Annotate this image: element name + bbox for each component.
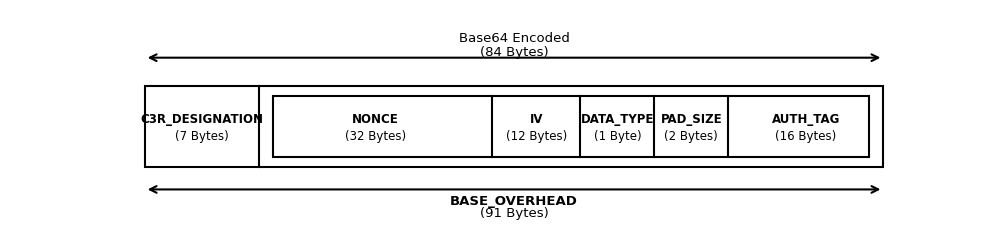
Text: IV: IV: [529, 113, 542, 126]
Text: (32 Bytes): (32 Bytes): [345, 130, 406, 143]
Text: Base64 Encoded: Base64 Encoded: [458, 32, 569, 45]
Bar: [144, 86, 883, 167]
Text: (16 Bytes): (16 Bytes): [775, 130, 836, 143]
Text: (84 Bytes): (84 Bytes): [479, 46, 548, 59]
Text: PAD_SIZE: PAD_SIZE: [659, 113, 721, 126]
Text: (1 Byte): (1 Byte): [593, 130, 640, 143]
Text: (7 Bytes): (7 Bytes): [175, 130, 228, 143]
Text: NONCE: NONCE: [352, 113, 399, 126]
Text: (2 Bytes): (2 Bytes): [663, 130, 717, 143]
Text: (12 Bytes): (12 Bytes): [505, 130, 566, 143]
Text: C3R_DESIGNATION: C3R_DESIGNATION: [140, 113, 264, 126]
Text: BASE_OVERHEAD: BASE_OVERHEAD: [450, 195, 577, 208]
Bar: [273, 96, 869, 157]
Text: DATA_TYPE: DATA_TYPE: [580, 113, 653, 126]
Text: (91 Bytes): (91 Bytes): [479, 207, 548, 220]
Text: AUTH_TAG: AUTH_TAG: [771, 113, 839, 126]
